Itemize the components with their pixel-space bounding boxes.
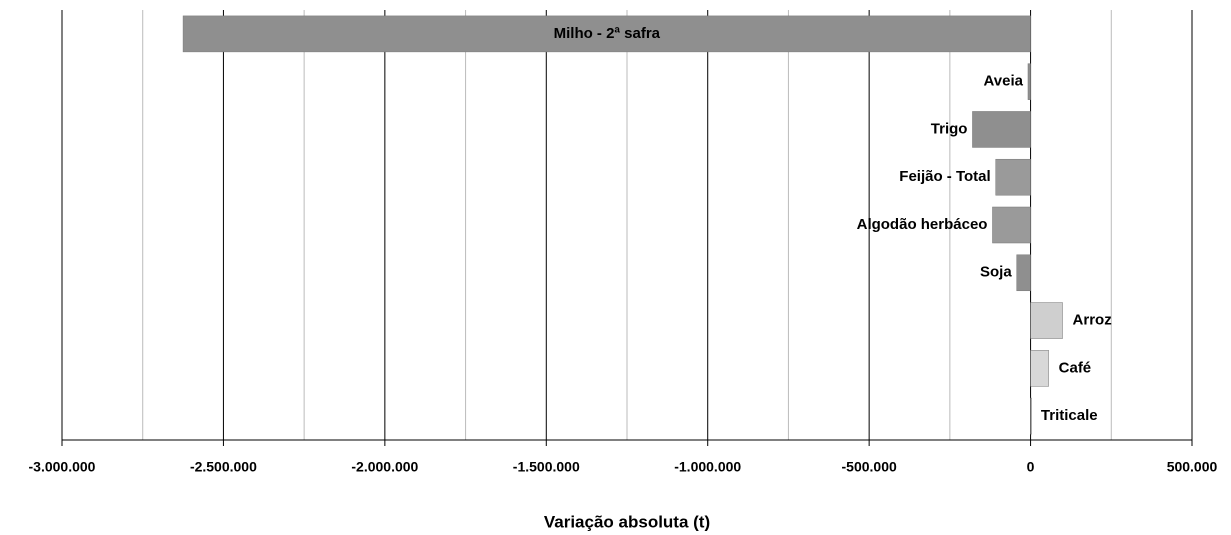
bar <box>182 15 1031 53</box>
bar-label: Triticale <box>1041 407 1098 424</box>
x-tick-label: -3.000.000 <box>29 459 96 475</box>
bar-label: Aveia <box>984 73 1024 90</box>
bar-label: Feijão - Total <box>899 168 990 185</box>
bar <box>1030 302 1063 339</box>
x-tick-label: -2.500.000 <box>190 459 257 475</box>
bar <box>1030 350 1049 387</box>
bar-label: Algodão herbáceo <box>857 216 988 233</box>
x-tick-label: -1.000.000 <box>674 459 741 475</box>
bar <box>972 111 1031 148</box>
bar-label: Trigo <box>931 120 968 137</box>
bar <box>992 206 1031 244</box>
x-tick-label: 0 <box>1027 459 1035 475</box>
bar-label: Milho - 2ª safra <box>554 25 661 42</box>
bar <box>1027 63 1031 100</box>
bar <box>1016 254 1031 292</box>
bar <box>995 158 1031 196</box>
x-tick-label: -500.000 <box>842 459 897 475</box>
bar-label: Soja <box>980 264 1012 281</box>
bar <box>1030 397 1032 435</box>
x-tick-label: -2.000.000 <box>351 459 418 475</box>
x-axis-label: Variação absoluta (t) <box>544 512 710 531</box>
x-tick-label: 500.000 <box>1167 459 1218 475</box>
x-tick-label: -1.500.000 <box>513 459 580 475</box>
bar-label: Arroz <box>1073 312 1112 329</box>
bar-label: Café <box>1059 359 1092 376</box>
